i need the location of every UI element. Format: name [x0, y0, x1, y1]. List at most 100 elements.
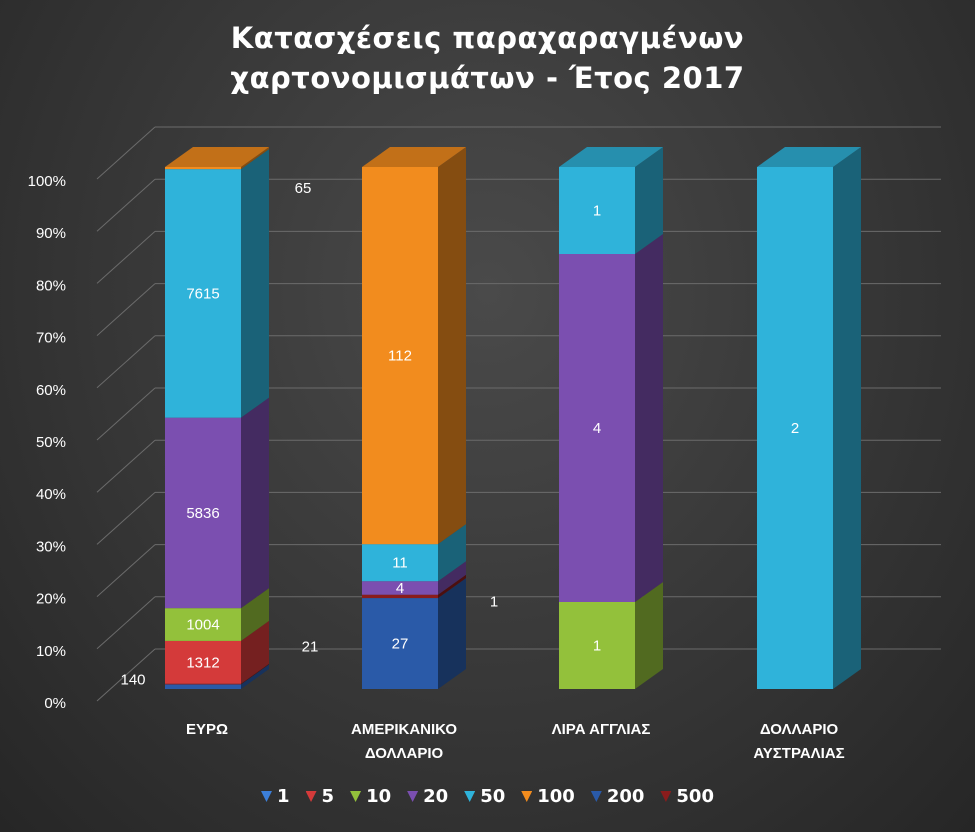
gridline-diag [96, 492, 156, 545]
legend-label: 1 [277, 786, 290, 807]
bar-segment-100 [165, 167, 241, 170]
legend-label: 5 [321, 786, 335, 807]
x-category-label: ΑΜΕΡΙΚΑΝΙΚΟ [351, 721, 457, 738]
bar-side-10 [635, 582, 663, 689]
legend-swatch-500 [660, 791, 672, 802]
legend-label: 20 [423, 786, 449, 807]
bar-side-20 [438, 561, 466, 595]
data-label: 65 [295, 180, 312, 197]
bar-segment-10 [165, 608, 241, 641]
y-tick-label: 60% [36, 382, 66, 399]
data-label: 1 [593, 203, 601, 220]
legend-item-1: 1 [261, 786, 290, 807]
gridline-diag [96, 231, 156, 284]
y-tick-label: 100% [28, 173, 66, 190]
legend-swatch-1 [261, 791, 272, 802]
bar-side-50 [635, 147, 663, 254]
chart-legend: 1 5 10 20 50 100 200 500 [0, 786, 975, 807]
x-category-label: ΛΙΡΑ ΑΓΓΛΙΑΣ [552, 721, 651, 738]
bar-segment-50 [165, 169, 241, 418]
y-tick-label: 70% [36, 330, 66, 347]
legend-item-50: 50 [464, 786, 505, 807]
bar-top-50 [559, 147, 663, 167]
bar-side-50 [833, 147, 861, 689]
data-label: 7615 [186, 285, 219, 302]
bar-segment-10 [559, 602, 635, 689]
bar-side-500 [438, 574, 466, 599]
y-tick-label: 20% [36, 591, 66, 608]
bar-top-50 [757, 147, 861, 167]
data-label: 21 [302, 639, 319, 656]
data-label: 5836 [186, 505, 219, 522]
bar-segment-200 [362, 598, 438, 689]
legend-swatch-5 [305, 791, 317, 802]
gridline-diag [96, 596, 156, 650]
legend-swatch-10 [350, 791, 362, 802]
data-label: 112 [388, 348, 412, 365]
x-category-label: ΕΥΡΩ [186, 721, 228, 738]
x-category-label: ΔΟΛΛΑΡΙΟ [760, 721, 839, 738]
bar-side-100 [241, 147, 269, 170]
gridline-diag [96, 648, 156, 702]
bar-segment-500 [165, 683, 241, 685]
bar-side-10 [241, 588, 269, 641]
legend-swatch-20 [407, 791, 419, 802]
chart-title-line-2: χαρτονομισμάτων - Έτος 2017 [230, 61, 745, 95]
gridline-diag [96, 335, 156, 389]
x-category-label: ΑΥΣΤΡΑΛΙΑΣ [753, 745, 844, 762]
bar-segment-50 [559, 167, 635, 254]
legend-item-5: 5 [305, 786, 335, 807]
bar-segment-50 [362, 544, 438, 582]
bar-side-20 [635, 234, 663, 602]
y-tick-label: 90% [36, 225, 66, 242]
legend-label: 50 [480, 786, 506, 807]
legend-item-100: 100 [521, 786, 575, 807]
bar-side-20 [241, 397, 269, 609]
bar-segment-20 [165, 417, 241, 609]
bar-segment-20 [362, 581, 438, 595]
bar-top-100 [165, 147, 269, 167]
bar-side-5 [241, 620, 269, 684]
data-label: 1004 [186, 617, 219, 634]
data-label: 4 [593, 420, 601, 437]
data-label: 2 [791, 420, 799, 437]
data-label: 1 [490, 594, 498, 611]
data-label: 1 [593, 638, 601, 655]
chart-title-line-1: Κατασχέσεις παραχαραγμένων [230, 21, 745, 55]
bar-top-100 [362, 147, 466, 167]
bar-segment-20 [559, 254, 635, 602]
legend-label: 10 [366, 786, 392, 807]
y-tick-label: 80% [36, 277, 66, 294]
data-label: 27 [392, 636, 409, 653]
gridline-diag [96, 439, 156, 493]
legend-item-10: 10 [350, 786, 391, 807]
bar-segment-5 [165, 640, 241, 684]
x-category-label: ΔΟΛΛΑΡΙΟ [365, 745, 444, 762]
bar-segment-50 [757, 167, 833, 689]
chart-title: Κατασχέσεις παραχαραγμένων χαρτονομισμάτ… [0, 18, 975, 98]
bar-segment-200 [165, 684, 241, 689]
gridline-diag [96, 126, 156, 180]
bar-segment-100 [362, 167, 438, 545]
bar-side-200 [438, 578, 466, 689]
gridline-diag [96, 178, 156, 232]
bar-segment-500 [362, 594, 438, 599]
y-tick-label: 30% [36, 538, 66, 555]
y-tick-label: 40% [36, 486, 66, 503]
y-tick-label: 50% [36, 434, 66, 451]
legend-swatch-200 [590, 791, 602, 802]
bar-side-500 [241, 663, 269, 685]
bar-side-50 [438, 524, 466, 582]
data-label: 1312 [186, 654, 219, 671]
data-label: 4 [396, 580, 404, 597]
y-tick-label: 0% [44, 695, 66, 712]
gridline-diag [96, 544, 156, 597]
bar-side-50 [241, 149, 269, 418]
bar-side-200 [241, 664, 269, 689]
legend-label: 200 [606, 786, 645, 807]
data-label: 11 [392, 555, 408, 572]
legend-label: 100 [537, 786, 575, 807]
legend-swatch-100 [521, 791, 533, 802]
legend-swatch-50 [464, 791, 476, 802]
